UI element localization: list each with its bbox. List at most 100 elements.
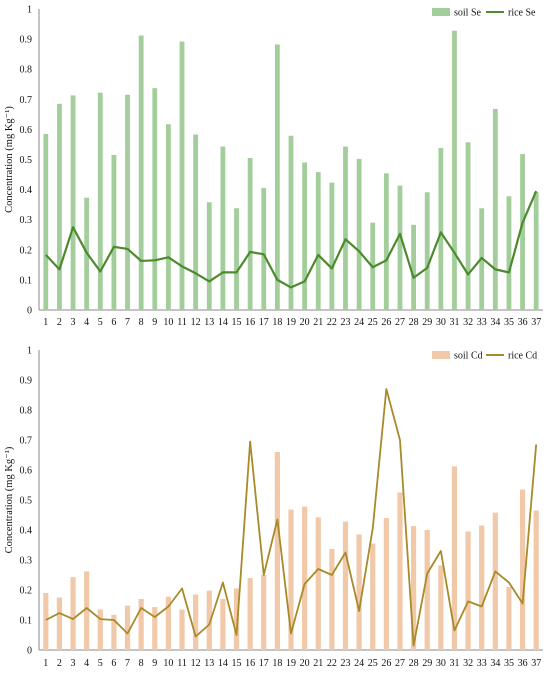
x-tick-label: 21 bbox=[313, 658, 323, 669]
x-tick-label: 30 bbox=[436, 317, 446, 328]
x-tick-label: 26 bbox=[381, 317, 391, 328]
x-tick-label: 23 bbox=[340, 658, 350, 669]
bar bbox=[438, 148, 444, 310]
y-tick-label: 0.8 bbox=[20, 406, 33, 417]
y-tick-label: 0.9 bbox=[20, 35, 33, 46]
y-tick-label: 0 bbox=[27, 306, 32, 317]
x-tick-label: 8 bbox=[139, 317, 144, 328]
x-tick-label: 10 bbox=[163, 317, 173, 328]
x-tick-label: 2 bbox=[57, 317, 62, 328]
x-tick-label: 20 bbox=[300, 658, 310, 669]
x-tick-label: 34 bbox=[490, 317, 500, 328]
bar bbox=[152, 88, 158, 311]
y-tick-label: 0.5 bbox=[20, 496, 33, 507]
bar bbox=[451, 466, 458, 650]
bar bbox=[138, 35, 144, 310]
bar bbox=[342, 521, 349, 650]
x-tick-label: 37 bbox=[531, 658, 541, 669]
bar bbox=[533, 510, 539, 650]
bar bbox=[302, 162, 308, 310]
x-tick-label: 1 bbox=[43, 658, 48, 669]
x-tick-label: 28 bbox=[409, 658, 419, 669]
bar bbox=[397, 185, 403, 310]
legend-label: rice Cd bbox=[508, 351, 537, 362]
y-tick-label: 0.4 bbox=[20, 526, 33, 537]
bar bbox=[111, 614, 117, 650]
bar bbox=[438, 565, 444, 650]
x-tick-label: 5 bbox=[98, 317, 103, 328]
y-tick-label: 0.5 bbox=[20, 155, 33, 166]
x-tick-label: 29 bbox=[422, 658, 432, 669]
x-tick-label: 27 bbox=[395, 658, 405, 669]
bar bbox=[465, 142, 471, 310]
bar bbox=[411, 224, 416, 310]
series-line bbox=[45, 388, 538, 647]
legend-label: soil Cd bbox=[454, 351, 483, 362]
bar bbox=[383, 173, 389, 310]
bar bbox=[220, 599, 226, 650]
x-tick-label: 10 bbox=[163, 658, 173, 669]
y-tick-label: 0.6 bbox=[20, 125, 33, 136]
bar bbox=[492, 108, 498, 310]
x-tick-label: 22 bbox=[327, 317, 337, 328]
x-tick-label: 30 bbox=[436, 658, 446, 669]
x-tick-label: 16 bbox=[245, 658, 255, 669]
bar bbox=[70, 95, 76, 311]
bar bbox=[329, 182, 335, 310]
bar bbox=[343, 146, 348, 310]
bar bbox=[43, 133, 49, 310]
bar bbox=[479, 525, 485, 650]
bar bbox=[70, 577, 76, 650]
x-tick-label: 17 bbox=[259, 658, 269, 669]
x-tick-label: 12 bbox=[191, 658, 201, 669]
bar bbox=[111, 154, 117, 310]
x-tick-label: 36 bbox=[518, 658, 528, 669]
x-tick-label: 32 bbox=[463, 658, 473, 669]
x-tick-label: 7 bbox=[125, 317, 130, 328]
x-tick-label: 35 bbox=[504, 658, 514, 669]
x-tick-label: 36 bbox=[518, 317, 528, 328]
chart-2: 00.10.20.30.40.50.60.70.80.911 2 3 4 5 6 7 8 9 10… bbox=[4, 346, 543, 669]
x-tick-label: 4 bbox=[84, 317, 89, 328]
y-tick-label: 0.9 bbox=[20, 376, 33, 387]
bar bbox=[261, 575, 267, 650]
bar bbox=[315, 172, 321, 310]
bar bbox=[288, 509, 294, 650]
y-axis-title: Concentration (mg Kg⁻¹) bbox=[4, 106, 15, 213]
bar bbox=[261, 188, 267, 310]
x-tick-label: 9 bbox=[152, 317, 157, 328]
bar bbox=[206, 590, 212, 650]
x-tick-label: 6 bbox=[111, 658, 116, 669]
bar bbox=[193, 134, 199, 310]
bar bbox=[288, 135, 294, 310]
y-tick-label: 0.2 bbox=[20, 586, 33, 597]
x-tick-label: 16 bbox=[245, 317, 255, 328]
x-tick-label: 5 bbox=[98, 658, 103, 669]
x-tick-label: 3 bbox=[71, 658, 76, 669]
legend: soil Se rice Se bbox=[432, 8, 536, 19]
x-tick-label: 34 bbox=[490, 658, 500, 669]
bar bbox=[520, 154, 525, 310]
x-tick-label: 1 bbox=[43, 317, 48, 328]
x-tick-label: 35 bbox=[504, 317, 514, 328]
x-tick-label: 33 bbox=[477, 658, 487, 669]
bar bbox=[519, 489, 526, 650]
x-tick-label: 14 bbox=[218, 317, 228, 328]
bar bbox=[274, 44, 280, 310]
x-tick-label: 15 bbox=[232, 658, 242, 669]
x-tick-label: 9 bbox=[152, 658, 157, 669]
bar bbox=[233, 588, 240, 650]
bar bbox=[97, 92, 103, 310]
y-tick-label: 1 bbox=[27, 346, 32, 357]
bar bbox=[465, 531, 471, 650]
x-tick-label: 2 bbox=[57, 658, 62, 669]
bar bbox=[452, 30, 457, 311]
y-tick-label: 0.8 bbox=[20, 65, 33, 76]
bar bbox=[56, 597, 63, 650]
x-tick-label: 19 bbox=[286, 658, 296, 669]
y-tick-label: 0.1 bbox=[20, 616, 33, 627]
bar bbox=[424, 530, 430, 650]
bar bbox=[329, 548, 335, 650]
bar bbox=[179, 609, 185, 650]
bar bbox=[247, 157, 253, 310]
